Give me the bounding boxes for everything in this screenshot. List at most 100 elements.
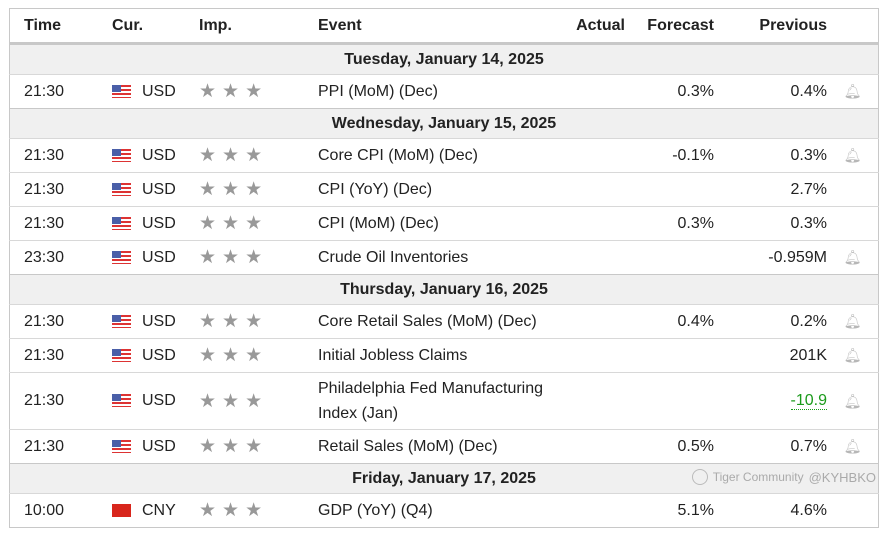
previous-value: 0.3%: [790, 214, 827, 232]
star-icon: ★: [222, 145, 240, 166]
previous-value: 0.3%: [790, 146, 827, 164]
star-icon: ★: [222, 311, 240, 332]
header-importance[interactable]: Imp.: [199, 8, 318, 45]
importance-cell: ★ ★ ★: [199, 74, 318, 109]
bell-icon[interactable]: 🔔︎: [843, 313, 862, 329]
event-row[interactable]: 21:30 USD ★ ★ ★ CPI (MoM) (Dec) 0.3% 0.3%: [9, 206, 879, 241]
header-event[interactable]: Event: [318, 8, 558, 45]
actual-value: [558, 493, 625, 528]
event-row[interactable]: 21:30 USD ★ ★ ★ PPI (MoM) (Dec) 0.3% 0.4% 🔔︎: [9, 74, 879, 109]
star-icon: ★: [199, 345, 217, 366]
previous-value: 0.4%: [790, 82, 827, 100]
event-row[interactable]: 21:30 USD ★ ★ ★ Philadelphia Fed Manufacturin…: [9, 372, 879, 430]
currency-cell: USD: [112, 240, 199, 275]
watermark-brand: Tiger Community: [712, 470, 804, 484]
star-icon: ★: [199, 500, 217, 521]
event-row[interactable]: 21:30 USD ★ ★ ★ CPI (YoY) (Dec) 2.7%: [9, 172, 879, 207]
alert-cell: 🔔︎: [827, 338, 879, 373]
date-row: Wednesday, January 15, 2025: [9, 108, 879, 139]
star-icon: ★: [245, 311, 263, 332]
previous-value: 0.2%: [790, 312, 827, 330]
bell-icon[interactable]: 🔔︎: [843, 347, 862, 363]
star-icon: ★: [199, 311, 217, 332]
previous-cell: 0.3%: [714, 206, 827, 241]
us-flag-icon: [112, 439, 131, 453]
currency-cell: USD: [112, 304, 199, 339]
us-flag-icon: [112, 348, 131, 362]
star-icon: ★: [222, 179, 240, 200]
event-row[interactable]: 21:30 USD ★ ★ ★ Retail Sales (MoM) (Dec) 0.5% 0…: [9, 429, 879, 464]
previous-cell: 0.2%: [714, 304, 827, 339]
bell-icon[interactable]: 🔔︎: [843, 438, 862, 454]
event-name[interactable]: Philadelphia Fed Manufacturing Index (Ja…: [318, 372, 558, 430]
star-icon: ★: [199, 179, 217, 200]
previous-value[interactable]: -10.9: [790, 392, 827, 410]
previous-value: 0.7%: [790, 437, 827, 455]
currency-cell: USD: [112, 138, 199, 173]
currency-code: USD: [142, 146, 176, 164]
event-row[interactable]: 21:30 USD ★ ★ ★ Initial Jobless Claims 201K 🔔︎: [9, 338, 879, 373]
event-name[interactable]: Initial Jobless Claims: [318, 338, 558, 373]
event-row[interactable]: 21:30 USD ★ ★ ★ Core CPI (MoM) (Dec) -0.1% 0.3%…: [9, 138, 879, 173]
importance-cell: ★ ★ ★: [199, 338, 318, 373]
china-flag-icon: [112, 503, 131, 517]
event-name[interactable]: Core Retail Sales (MoM) (Dec): [318, 304, 558, 339]
event-name[interactable]: CPI (YoY) (Dec): [318, 172, 558, 207]
actual-value: [558, 338, 625, 373]
event-name[interactable]: GDP (YoY) (Q4): [318, 493, 558, 528]
star-icon: ★: [199, 213, 217, 234]
star-icon: ★: [245, 500, 263, 521]
us-flag-icon: [112, 148, 131, 162]
event-row[interactable]: 23:30 USD ★ ★ ★ Crude Oil Inventories -0.959M 🔔…: [9, 240, 879, 275]
currency-code: USD: [142, 346, 176, 364]
previous-cell: 0.4%: [714, 74, 827, 109]
event-name[interactable]: PPI (MoM) (Dec): [318, 74, 558, 109]
bell-icon[interactable]: 🔔︎: [843, 249, 862, 265]
event-name[interactable]: Crude Oil Inventories: [318, 240, 558, 275]
previous-value: 4.6%: [790, 501, 827, 519]
date-row: Thursday, January 16, 2025: [9, 274, 879, 305]
bell-icon[interactable]: 🔔︎: [843, 147, 862, 163]
star-icon: ★: [245, 247, 263, 268]
star-icon: ★: [199, 247, 217, 268]
currency-code: USD: [142, 437, 176, 455]
bell-icon[interactable]: 🔔︎: [843, 392, 862, 409]
currency-code: CNY: [142, 501, 176, 519]
currency-code: USD: [142, 392, 176, 409]
header-forecast[interactable]: Forecast: [625, 8, 714, 45]
star-icon: ★: [222, 247, 240, 268]
event-row[interactable]: 21:30 USD ★ ★ ★ Core Retail Sales (MoM) (Dec)…: [9, 304, 879, 339]
date-label: Wednesday, January 15, 2025: [9, 108, 879, 139]
event-time: 21:30: [9, 372, 112, 430]
importance-cell: ★ ★ ★: [199, 206, 318, 241]
star-icon: ★: [245, 81, 263, 102]
alert-cell: [827, 493, 879, 528]
forecast-value: -0.1%: [625, 138, 714, 173]
alert-cell: 🔔︎: [827, 74, 879, 109]
importance-cell: ★ ★ ★: [199, 372, 318, 430]
tiger-logo-icon: [691, 469, 708, 485]
currency-code: USD: [142, 248, 176, 266]
currency-cell: USD: [112, 372, 199, 430]
alert-cell: 🔔︎: [827, 429, 879, 464]
event-time: 10:00: [9, 493, 112, 528]
header-previous[interactable]: Previous: [714, 8, 827, 45]
header-currency[interactable]: Cur.: [112, 8, 199, 45]
us-flag-icon: [112, 84, 131, 98]
header-actual[interactable]: Actual: [558, 8, 625, 45]
currency-cell: USD: [112, 338, 199, 373]
forecast-value: [625, 240, 714, 275]
currency-cell: USD: [112, 429, 199, 464]
event-name[interactable]: Core CPI (MoM) (Dec): [318, 138, 558, 173]
previous-cell: 0.3%: [714, 138, 827, 173]
importance-cell: ★ ★ ★: [199, 138, 318, 173]
header-time[interactable]: Time: [9, 8, 112, 45]
importance-cell: ★ ★ ★: [199, 240, 318, 275]
event-name[interactable]: CPI (MoM) (Dec): [318, 206, 558, 241]
us-flag-icon: [112, 216, 131, 230]
star-icon: ★: [245, 345, 263, 366]
currency-cell: CNY: [112, 493, 199, 528]
bell-icon[interactable]: 🔔︎: [843, 83, 862, 99]
event-name[interactable]: Retail Sales (MoM) (Dec): [318, 429, 558, 464]
event-row[interactable]: 10:00 CNY ★ ★ ★ GDP (YoY) (Q4) 5.1% 4.6%: [9, 493, 879, 528]
